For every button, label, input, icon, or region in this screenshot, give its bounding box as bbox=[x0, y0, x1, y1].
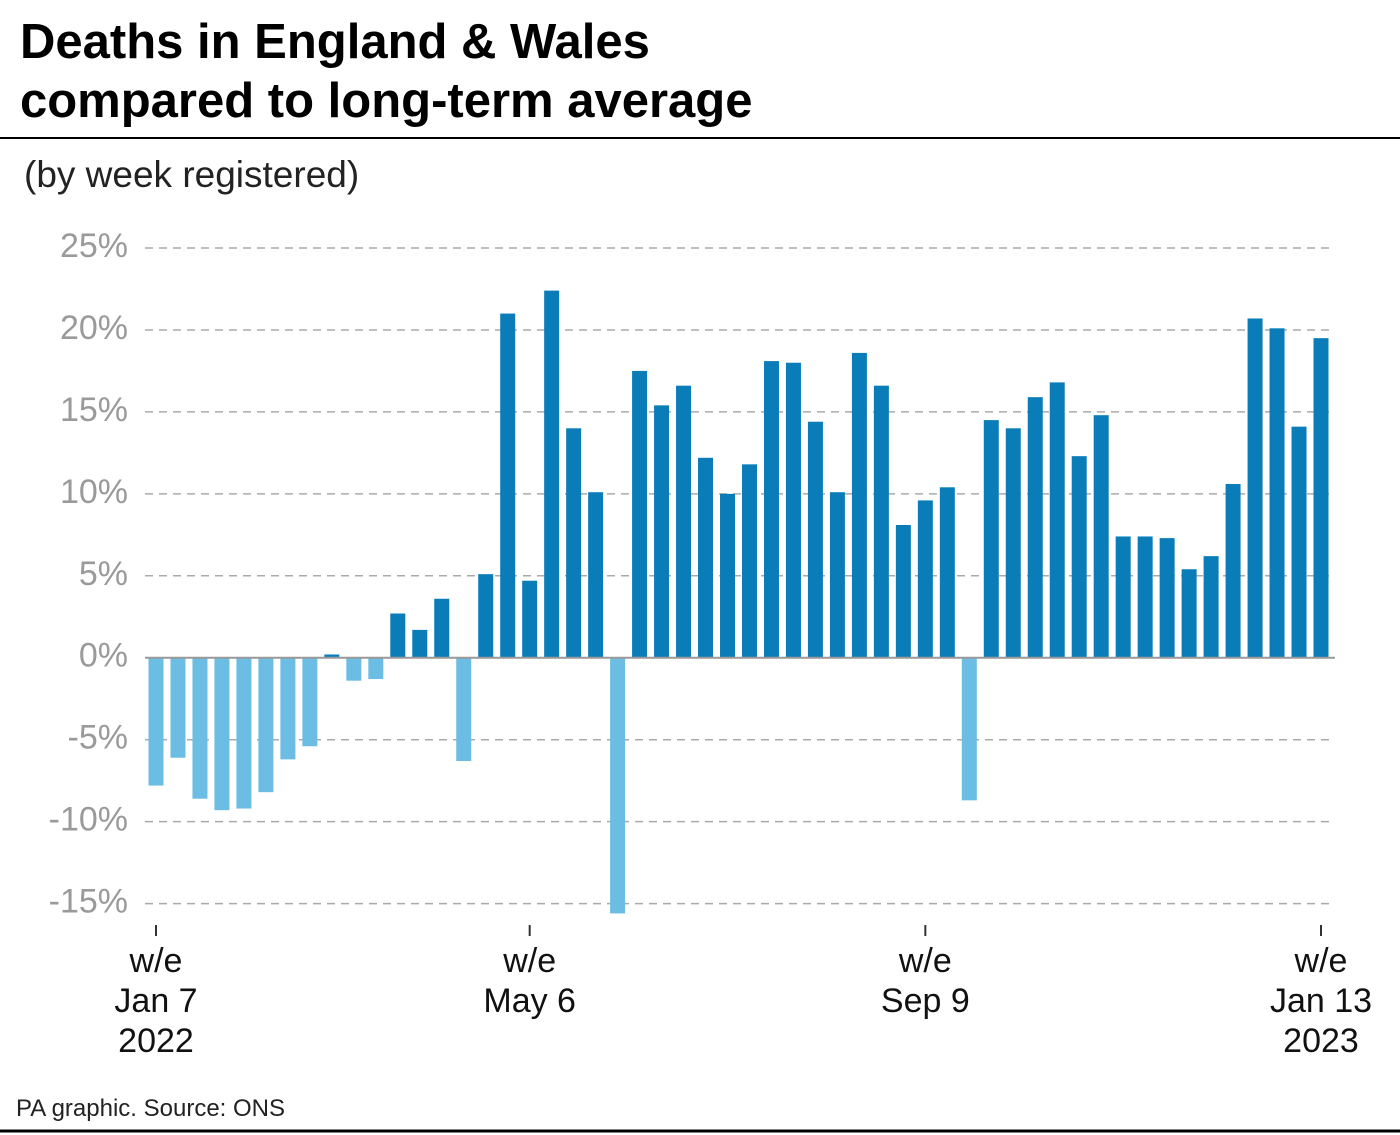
x-tick-label-line: w/e bbox=[1294, 942, 1348, 980]
bar bbox=[851, 352, 867, 658]
bar bbox=[720, 493, 736, 658]
bar bbox=[1269, 328, 1285, 658]
source: PA graphic. Source: ONS bbox=[16, 1095, 285, 1122]
bar bbox=[324, 654, 340, 658]
bar bbox=[236, 657, 252, 809]
bar bbox=[961, 657, 977, 801]
bar bbox=[258, 657, 274, 793]
chart-subtitle: (by week registered) bbox=[24, 154, 359, 195]
bar bbox=[1291, 426, 1307, 658]
y-tick-label: 10% bbox=[60, 473, 128, 511]
bar bbox=[1181, 569, 1197, 658]
x-tick-label-line: 2023 bbox=[1283, 1022, 1359, 1060]
y-tick-label: 25% bbox=[60, 227, 128, 265]
bar bbox=[1005, 428, 1021, 658]
x-tick-label-line: w/e bbox=[502, 942, 556, 980]
bar bbox=[280, 657, 296, 760]
bar bbox=[917, 500, 933, 658]
x-tick-label-line: w/e bbox=[129, 942, 183, 980]
bar bbox=[698, 457, 714, 658]
bar bbox=[610, 657, 626, 914]
bar bbox=[566, 428, 582, 658]
chart-title-line: compared to long-term average bbox=[20, 74, 752, 128]
x-tick-label-line: 2022 bbox=[118, 1022, 194, 1060]
bar bbox=[1115, 536, 1131, 658]
bar bbox=[1225, 484, 1241, 658]
bar bbox=[478, 574, 494, 658]
bar bbox=[302, 657, 318, 747]
bar bbox=[214, 657, 230, 811]
bar bbox=[346, 657, 362, 681]
x-tick-label: w/e Jan 13 2023 bbox=[1270, 942, 1372, 1060]
bar bbox=[1247, 318, 1263, 658]
bar bbox=[654, 405, 670, 658]
bar bbox=[763, 361, 779, 658]
bar bbox=[807, 421, 823, 658]
bar bbox=[895, 524, 911, 658]
bar bbox=[588, 492, 604, 658]
bar bbox=[1027, 397, 1043, 658]
bar bbox=[1137, 536, 1153, 658]
bar bbox=[829, 492, 845, 658]
bar bbox=[170, 657, 186, 758]
bar bbox=[1093, 415, 1109, 658]
bar bbox=[983, 420, 999, 658]
bar bbox=[522, 580, 538, 658]
bar bbox=[741, 464, 757, 658]
x-tick-label-line: w/e bbox=[898, 942, 952, 980]
bar bbox=[434, 598, 450, 658]
bar bbox=[390, 613, 406, 658]
y-tick-label: -10% bbox=[49, 801, 128, 839]
x-tick-label-line: Sep 9 bbox=[881, 982, 970, 1020]
bar bbox=[939, 487, 955, 658]
x-tick-label: w/e Sep 9 bbox=[881, 942, 970, 1020]
bar bbox=[676, 385, 692, 658]
bar bbox=[368, 657, 384, 680]
y-tick-label: -15% bbox=[49, 883, 128, 921]
bar bbox=[632, 370, 648, 658]
bar bbox=[192, 657, 208, 799]
bar bbox=[500, 313, 516, 658]
bar bbox=[873, 385, 889, 658]
x-tick-label-line: Jan 13 bbox=[1270, 982, 1372, 1020]
y-tick-label: 5% bbox=[79, 555, 128, 593]
bar bbox=[1071, 456, 1087, 658]
y-tick-label: 20% bbox=[60, 309, 128, 347]
x-tick-label: w/e Jan 7 2022 bbox=[114, 942, 197, 1060]
bar bbox=[785, 362, 801, 658]
x-tick-label: w/e May 6 bbox=[483, 942, 576, 1020]
bar bbox=[1159, 538, 1175, 658]
bar bbox=[1313, 338, 1329, 658]
bar bbox=[456, 657, 472, 762]
bar bbox=[148, 657, 164, 786]
bar bbox=[1049, 382, 1065, 658]
bar bbox=[412, 629, 428, 658]
bar bbox=[544, 290, 560, 658]
x-tick-label-line: May 6 bbox=[483, 982, 576, 1020]
y-tick-label: 0% bbox=[79, 637, 128, 675]
chart-title-line: Deaths in England & Wales bbox=[20, 15, 650, 69]
y-tick-label: 15% bbox=[60, 391, 128, 429]
y-tick-label: -5% bbox=[68, 719, 128, 757]
x-tick-label-line: Jan 7 bbox=[114, 982, 197, 1020]
bar bbox=[1203, 556, 1219, 658]
